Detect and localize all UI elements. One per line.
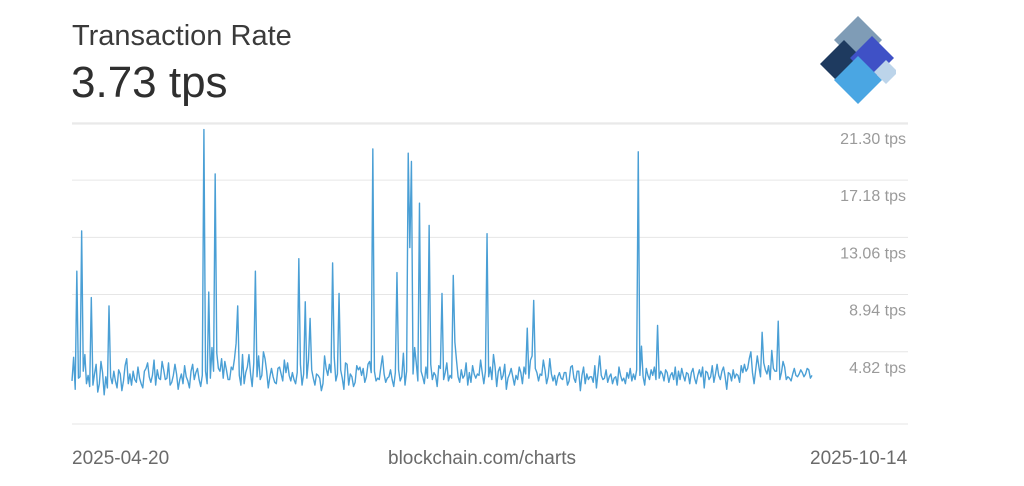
y-axis-ticks: 4.82 tps 8.94 tps 13.06 tps 17.18 tps 21.30 … [840, 131, 906, 377]
end-date-label: 2025-10-14 [810, 448, 908, 469]
y-tick-label: 17.18 tps [840, 188, 906, 205]
logo-corner-tile [874, 60, 896, 84]
y-tick-label: 8.94 tps [849, 303, 906, 320]
logo-bottom-tile [834, 56, 882, 104]
chart-title: Transaction Rate [72, 20, 292, 52]
current-value: 3.73 tps [71, 58, 228, 107]
y-tick-label: 4.82 tps [849, 360, 906, 377]
start-date-label: 2025-04-20 [72, 448, 170, 469]
blockchain-logo-icon [820, 16, 896, 104]
grid-lines [72, 122, 908, 425]
y-tick-label: 21.30 tps [840, 131, 906, 148]
series-line [71, 128, 813, 396]
y-tick-label: 13.06 tps [840, 245, 906, 262]
source-link[interactable]: blockchain.com/charts [388, 448, 576, 469]
